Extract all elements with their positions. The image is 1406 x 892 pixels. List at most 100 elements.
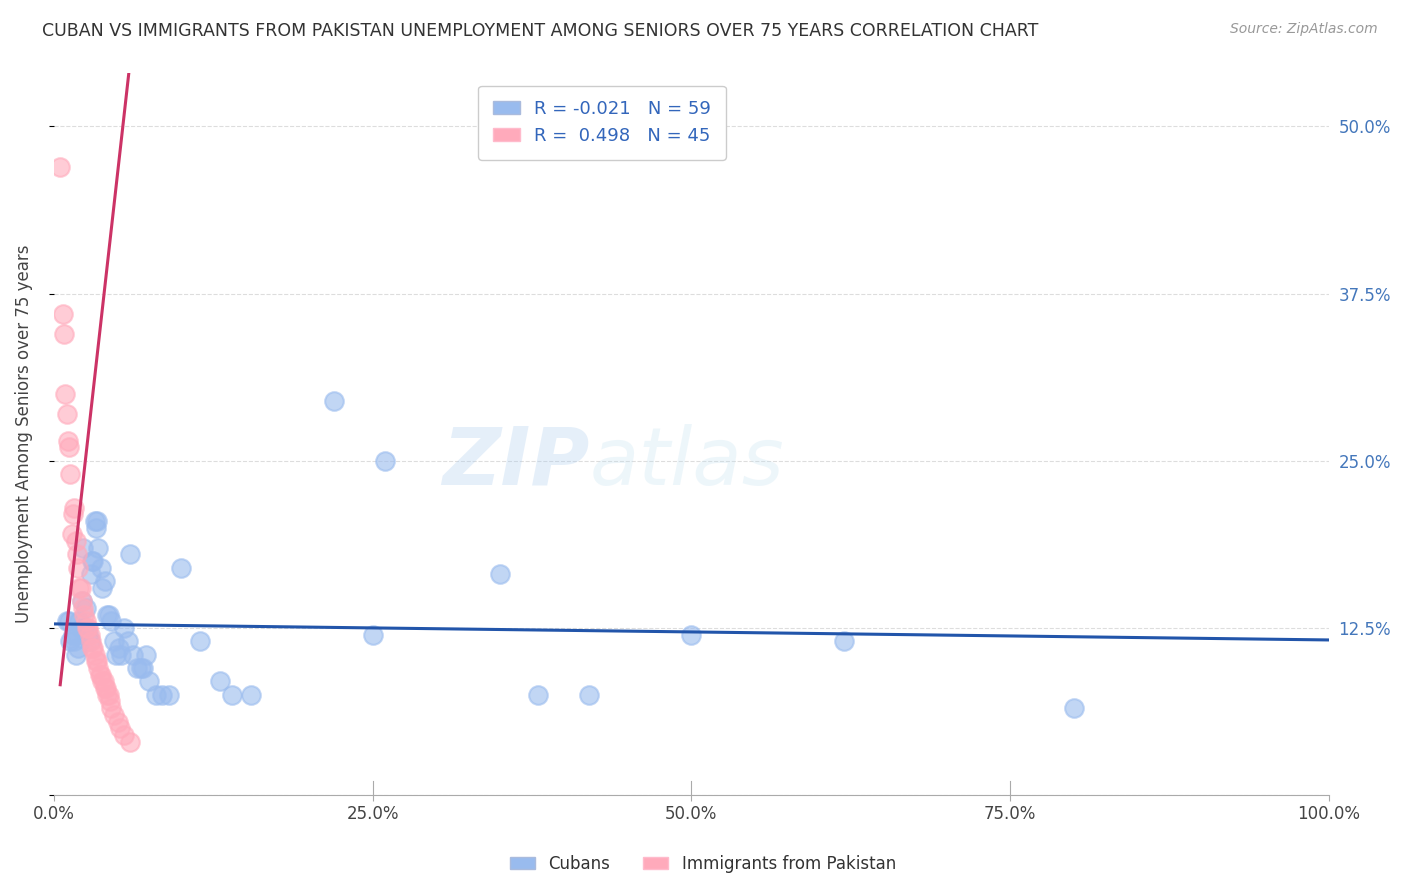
Point [90, 560, 112, 574]
Point [83, 648, 105, 662]
Point [62, 508, 84, 522]
Text: Source: ZipAtlas.com: Source: ZipAtlas.com [1230, 22, 1378, 37]
Point [112, 728, 135, 742]
Point [67, 640, 90, 655]
Point [86, 514, 108, 528]
Point [53, 387, 76, 401]
Text: CUBAN VS IMMIGRANTS FROM PAKISTAN UNEMPLOYMENT AMONG SENIORS OVER 75 YEARS CORRE: CUBAN VS IMMIGRANTS FROM PAKISTAN UNEMPL… [42, 22, 1039, 40]
Point [60, 527, 83, 541]
Point [84, 654, 107, 668]
Point [221, 688, 243, 702]
Point [80, 567, 103, 582]
Point [70, 594, 93, 608]
Point [66, 547, 89, 561]
Point [97, 688, 120, 702]
Point [97, 607, 120, 622]
Point [170, 560, 193, 574]
Point [67, 560, 90, 574]
Point [132, 661, 155, 675]
Point [105, 648, 128, 662]
Point [361, 627, 384, 641]
Point [80, 640, 103, 655]
Point [489, 567, 512, 582]
Point [76, 621, 98, 635]
Point [578, 688, 600, 702]
Point [82, 554, 104, 568]
Point [117, 634, 139, 648]
Point [55, 407, 77, 421]
Point [94, 681, 117, 695]
Text: atlas: atlas [589, 424, 785, 502]
Point [120, 547, 142, 561]
Point [190, 634, 212, 648]
Point [87, 661, 110, 675]
Point [83, 514, 105, 528]
Point [80, 554, 103, 568]
Point [65, 533, 87, 548]
Point [527, 688, 550, 702]
Point [100, 701, 122, 715]
Point [374, 454, 396, 468]
Point [58, 614, 80, 628]
Point [323, 393, 346, 408]
Point [91, 581, 114, 595]
Point [59, 467, 82, 482]
Legend: R = -0.021   N = 59, R =  0.498   N = 45: R = -0.021 N = 59, R = 0.498 N = 45 [478, 86, 725, 160]
Point [75, 614, 97, 628]
Point [66, 627, 89, 641]
Point [98, 694, 121, 708]
Y-axis label: Unemployment Among Seniors over 75 years: Unemployment Among Seniors over 75 years [15, 244, 32, 624]
Point [62, 627, 84, 641]
Point [49, 160, 72, 174]
Point [84, 521, 107, 535]
Point [122, 648, 145, 662]
Point [79, 634, 101, 648]
Point [240, 688, 263, 702]
Point [107, 714, 129, 729]
Point [72, 541, 94, 555]
Point [72, 600, 94, 615]
Point [86, 654, 108, 668]
Point [77, 621, 100, 635]
Point [63, 500, 86, 515]
Point [110, 648, 132, 662]
Point [94, 574, 117, 588]
Point [65, 648, 87, 662]
Point [150, 688, 173, 702]
Point [681, 627, 703, 641]
Point [103, 634, 125, 648]
Point [108, 721, 131, 735]
Point [69, 621, 91, 635]
Point [93, 674, 115, 689]
Point [94, 681, 117, 695]
Point [103, 707, 125, 722]
Point [67, 581, 90, 595]
Point [75, 600, 97, 615]
Point [135, 648, 157, 662]
Point [208, 674, 231, 689]
Point [832, 634, 855, 648]
Point [112, 621, 135, 635]
Point [79, 627, 101, 641]
Point [70, 594, 93, 608]
Point [108, 640, 131, 655]
Point [80, 634, 103, 648]
Point [69, 581, 91, 595]
Point [120, 734, 142, 748]
Point [138, 674, 160, 689]
Point [90, 667, 112, 681]
Point [55, 614, 77, 628]
Point [89, 667, 111, 681]
Legend: Cubans, Immigrants from Pakistan: Cubans, Immigrants from Pakistan [503, 848, 903, 880]
Point [53, 326, 76, 341]
Point [82, 640, 104, 655]
Text: ZIP: ZIP [441, 424, 589, 502]
Point [56, 434, 79, 448]
Point [91, 674, 114, 689]
Point [157, 688, 180, 702]
Point [96, 688, 118, 702]
Point [58, 441, 80, 455]
Point [100, 614, 122, 628]
Point [63, 634, 86, 648]
Point [67, 614, 90, 628]
